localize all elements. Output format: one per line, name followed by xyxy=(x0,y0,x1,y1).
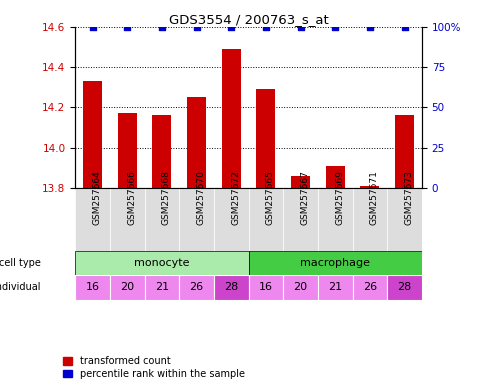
Text: 21: 21 xyxy=(328,283,342,293)
Bar xyxy=(256,89,275,188)
Text: cell type: cell type xyxy=(0,258,40,268)
Text: macrophage: macrophage xyxy=(300,258,369,268)
Text: individual: individual xyxy=(0,283,40,293)
Bar xyxy=(109,188,144,251)
Point xyxy=(158,24,166,30)
Bar xyxy=(318,275,352,300)
Text: 16: 16 xyxy=(85,283,99,293)
Text: GSM257664: GSM257664 xyxy=(92,170,101,225)
Text: GSM257667: GSM257667 xyxy=(300,170,309,225)
Point xyxy=(365,24,373,30)
Text: GSM257666: GSM257666 xyxy=(127,170,136,225)
Text: GSM257668: GSM257668 xyxy=(162,170,170,225)
Text: 28: 28 xyxy=(397,283,411,293)
Text: GSM257670: GSM257670 xyxy=(196,170,205,225)
Bar xyxy=(144,188,179,251)
Bar xyxy=(213,275,248,300)
Bar xyxy=(221,49,240,188)
Bar xyxy=(144,275,179,300)
Text: GSM257669: GSM257669 xyxy=(334,170,344,225)
Bar xyxy=(325,166,344,188)
Text: GSM257673: GSM257673 xyxy=(404,170,413,225)
Bar xyxy=(83,81,102,188)
Text: GSM257672: GSM257672 xyxy=(231,170,240,225)
Bar xyxy=(152,116,171,188)
Bar xyxy=(318,188,352,251)
Point xyxy=(123,24,131,30)
Bar xyxy=(109,275,144,300)
Bar xyxy=(290,176,309,188)
Point xyxy=(400,24,408,30)
Title: GDS3554 / 200763_s_at: GDS3554 / 200763_s_at xyxy=(168,13,328,26)
Bar xyxy=(75,251,248,275)
Bar xyxy=(283,275,318,300)
Bar xyxy=(118,113,136,188)
Bar xyxy=(179,275,213,300)
Bar xyxy=(248,275,283,300)
Bar xyxy=(213,188,248,251)
Bar xyxy=(360,186,378,188)
Bar xyxy=(248,251,421,275)
Bar xyxy=(187,97,206,188)
Text: 16: 16 xyxy=(258,283,272,293)
Bar xyxy=(75,188,109,251)
Text: monocyte: monocyte xyxy=(134,258,189,268)
Bar xyxy=(394,116,413,188)
Text: 20: 20 xyxy=(293,283,307,293)
Point xyxy=(261,24,269,30)
Bar xyxy=(179,188,213,251)
Bar xyxy=(352,188,386,251)
Point xyxy=(89,24,96,30)
Bar xyxy=(283,188,318,251)
Text: GSM257665: GSM257665 xyxy=(265,170,274,225)
Point xyxy=(296,24,304,30)
Text: 26: 26 xyxy=(189,283,203,293)
Bar xyxy=(248,188,283,251)
Text: GSM257671: GSM257671 xyxy=(369,170,378,225)
Bar xyxy=(386,275,421,300)
Legend: transformed count, percentile rank within the sample: transformed count, percentile rank withi… xyxy=(63,356,244,379)
Bar xyxy=(75,275,109,300)
Text: 20: 20 xyxy=(120,283,134,293)
Text: 26: 26 xyxy=(362,283,376,293)
Bar xyxy=(352,275,386,300)
Bar xyxy=(386,188,421,251)
Text: 28: 28 xyxy=(224,283,238,293)
Point xyxy=(192,24,200,30)
Point xyxy=(227,24,235,30)
Text: 21: 21 xyxy=(154,283,168,293)
Point xyxy=(331,24,338,30)
